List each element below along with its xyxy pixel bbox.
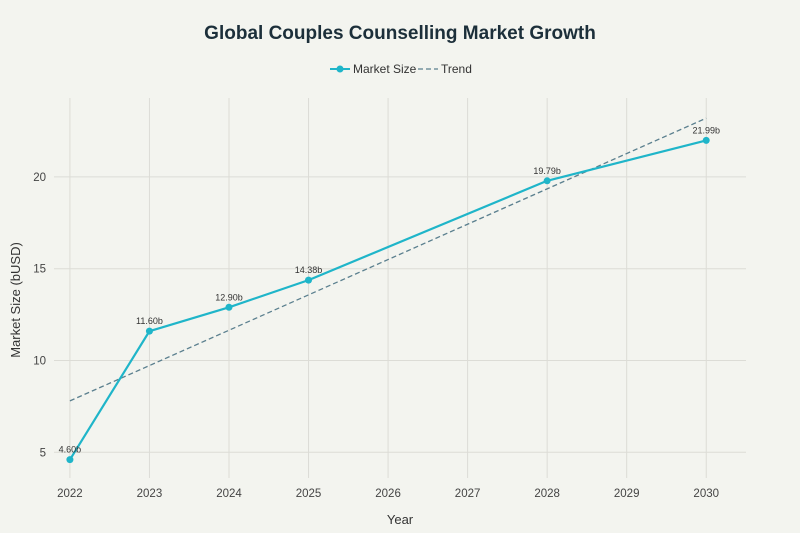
data-point[interactable] bbox=[305, 276, 313, 284]
grid bbox=[54, 98, 746, 478]
data-label: 4.60b bbox=[59, 445, 82, 455]
x-tick-label: 2030 bbox=[693, 488, 719, 500]
data-point[interactable] bbox=[543, 177, 551, 185]
legend-item-trend[interactable]: Trend bbox=[418, 62, 472, 76]
data-point[interactable] bbox=[225, 303, 233, 311]
data-label: 21.99b bbox=[692, 125, 720, 135]
x-tick-label: 2026 bbox=[375, 488, 401, 500]
data-point[interactable] bbox=[145, 327, 153, 335]
legend-item-market-size[interactable]: Market Size bbox=[330, 62, 417, 76]
series-line-trend bbox=[69, 117, 707, 402]
x-tick-label: 2027 bbox=[455, 488, 481, 500]
data-label: 12.90b bbox=[215, 292, 243, 302]
series-layer: 4.60b 11.60b 12.90b 14.38b 19.79b 21.99b bbox=[59, 117, 720, 464]
series-line-market-size bbox=[68, 139, 707, 461]
legend-marker-market-size bbox=[336, 65, 344, 73]
legend: Market Size Trend bbox=[330, 62, 472, 76]
data-label: 19.79b bbox=[533, 166, 561, 176]
data-point[interactable] bbox=[702, 136, 710, 144]
x-tick-label: 2023 bbox=[137, 488, 163, 500]
y-tick-label: 20 bbox=[33, 172, 46, 184]
legend-label-market-size: Market Size bbox=[353, 62, 417, 76]
data-point[interactable] bbox=[66, 456, 74, 464]
chart-title: Global Couples Counselling Market Growth bbox=[204, 23, 596, 44]
x-tick-label: 2025 bbox=[296, 488, 322, 500]
x-tick-label: 2024 bbox=[216, 488, 242, 500]
data-label: 14.38b bbox=[295, 265, 323, 275]
x-tick-label: 2022 bbox=[57, 488, 83, 500]
y-tick-label: 5 bbox=[40, 447, 46, 459]
y-tick-label: 10 bbox=[33, 356, 46, 368]
legend-label-trend: Trend bbox=[441, 62, 472, 76]
y-axis-ticks: 5 10 15 20 bbox=[33, 172, 46, 459]
data-label: 11.60b bbox=[136, 316, 163, 326]
x-tick-label: 2028 bbox=[534, 488, 560, 500]
x-tick-label: 2029 bbox=[614, 488, 640, 500]
x-axis-ticks: 2022 2023 2024 2025 2026 2027 2028 2029 2030 bbox=[57, 488, 719, 500]
y-axis-title: Market Size (bUSD) bbox=[8, 242, 23, 358]
y-tick-label: 15 bbox=[33, 264, 46, 276]
x-axis-title: Year bbox=[387, 512, 414, 527]
